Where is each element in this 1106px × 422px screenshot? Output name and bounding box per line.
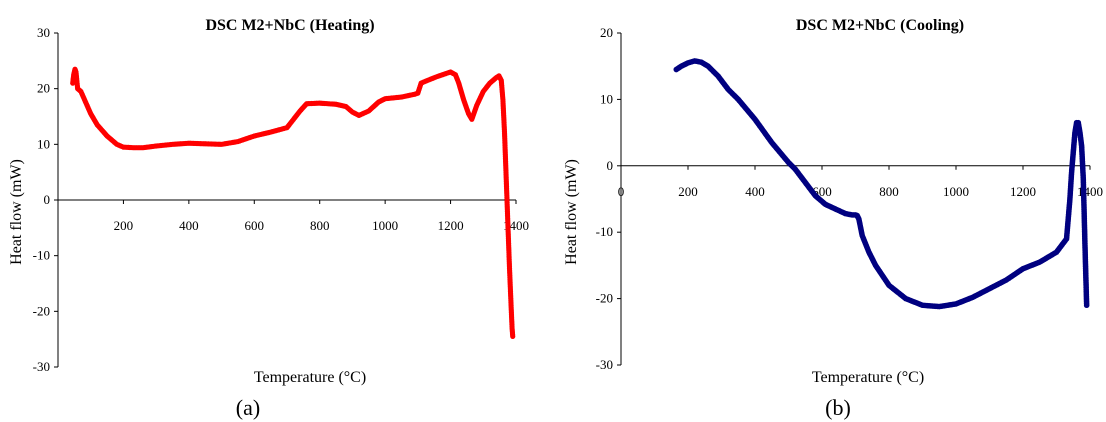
y-tick-label: -30 [596,357,613,372]
x-tick-label: 1000 [943,184,969,199]
y-axis-label: Heat flow (mW) [563,159,580,265]
data-series [673,58,1090,310]
y-tick-label: -10 [596,224,613,239]
y-tick-label: -20 [596,291,613,306]
y-tick-label: 10 [600,91,613,106]
x-tick-label: 400 [745,184,765,199]
y-tick-label: -10 [33,248,50,263]
axes [54,32,517,368]
x-tick-label: 200 [114,218,134,233]
ylabel-group: Heat flow (mW) [563,159,580,265]
y-tick-label: -30 [33,359,50,374]
chart-heating: DSC M2+NbC (Heating) Heat flow (mW) Temp… [8,17,529,420]
data-point [1083,302,1090,309]
panel-label: (a) [236,395,260,420]
panel-label: (b) [825,395,851,420]
y-tick-label: 0 [44,192,51,207]
x-tick-label: 400 [179,218,199,233]
ylabel-group: Heat flow (mW) [8,159,25,265]
x-tick-label: 600 [245,218,265,233]
x-tick-label: 1000 [372,218,398,233]
data-series [70,66,516,339]
chart-title: DSC M2+NbC (Heating) [205,17,374,34]
chart-cooling: DSC M2+NbC (Cooling) Heat flow (mW) Temp… [563,17,1103,420]
x-axis-label: Temperature (°C) [812,369,924,386]
x-tick-label: 0 [618,184,625,199]
x-tick-label: 1200 [438,218,464,233]
y-tick-label: 30 [37,25,50,40]
y-tick-label: -20 [33,303,50,318]
x-tick-label: 1200 [1010,184,1036,199]
y-axis-label: Heat flow (mW) [8,159,25,265]
data-point [510,333,516,339]
x-axis-label: Temperature (°C) [254,369,366,386]
x-tick-label: 800 [879,184,899,199]
y-tick-label: 0 [607,158,614,173]
x-tick-label: 200 [678,184,698,199]
chart-title: DSC M2+NbC (Cooling) [796,17,964,34]
axes [617,32,1091,366]
x-tick-label: 800 [310,218,330,233]
y-tick-label: 20 [37,81,50,96]
y-tick-label: 10 [37,136,50,151]
y-tick-label: 20 [600,25,613,40]
